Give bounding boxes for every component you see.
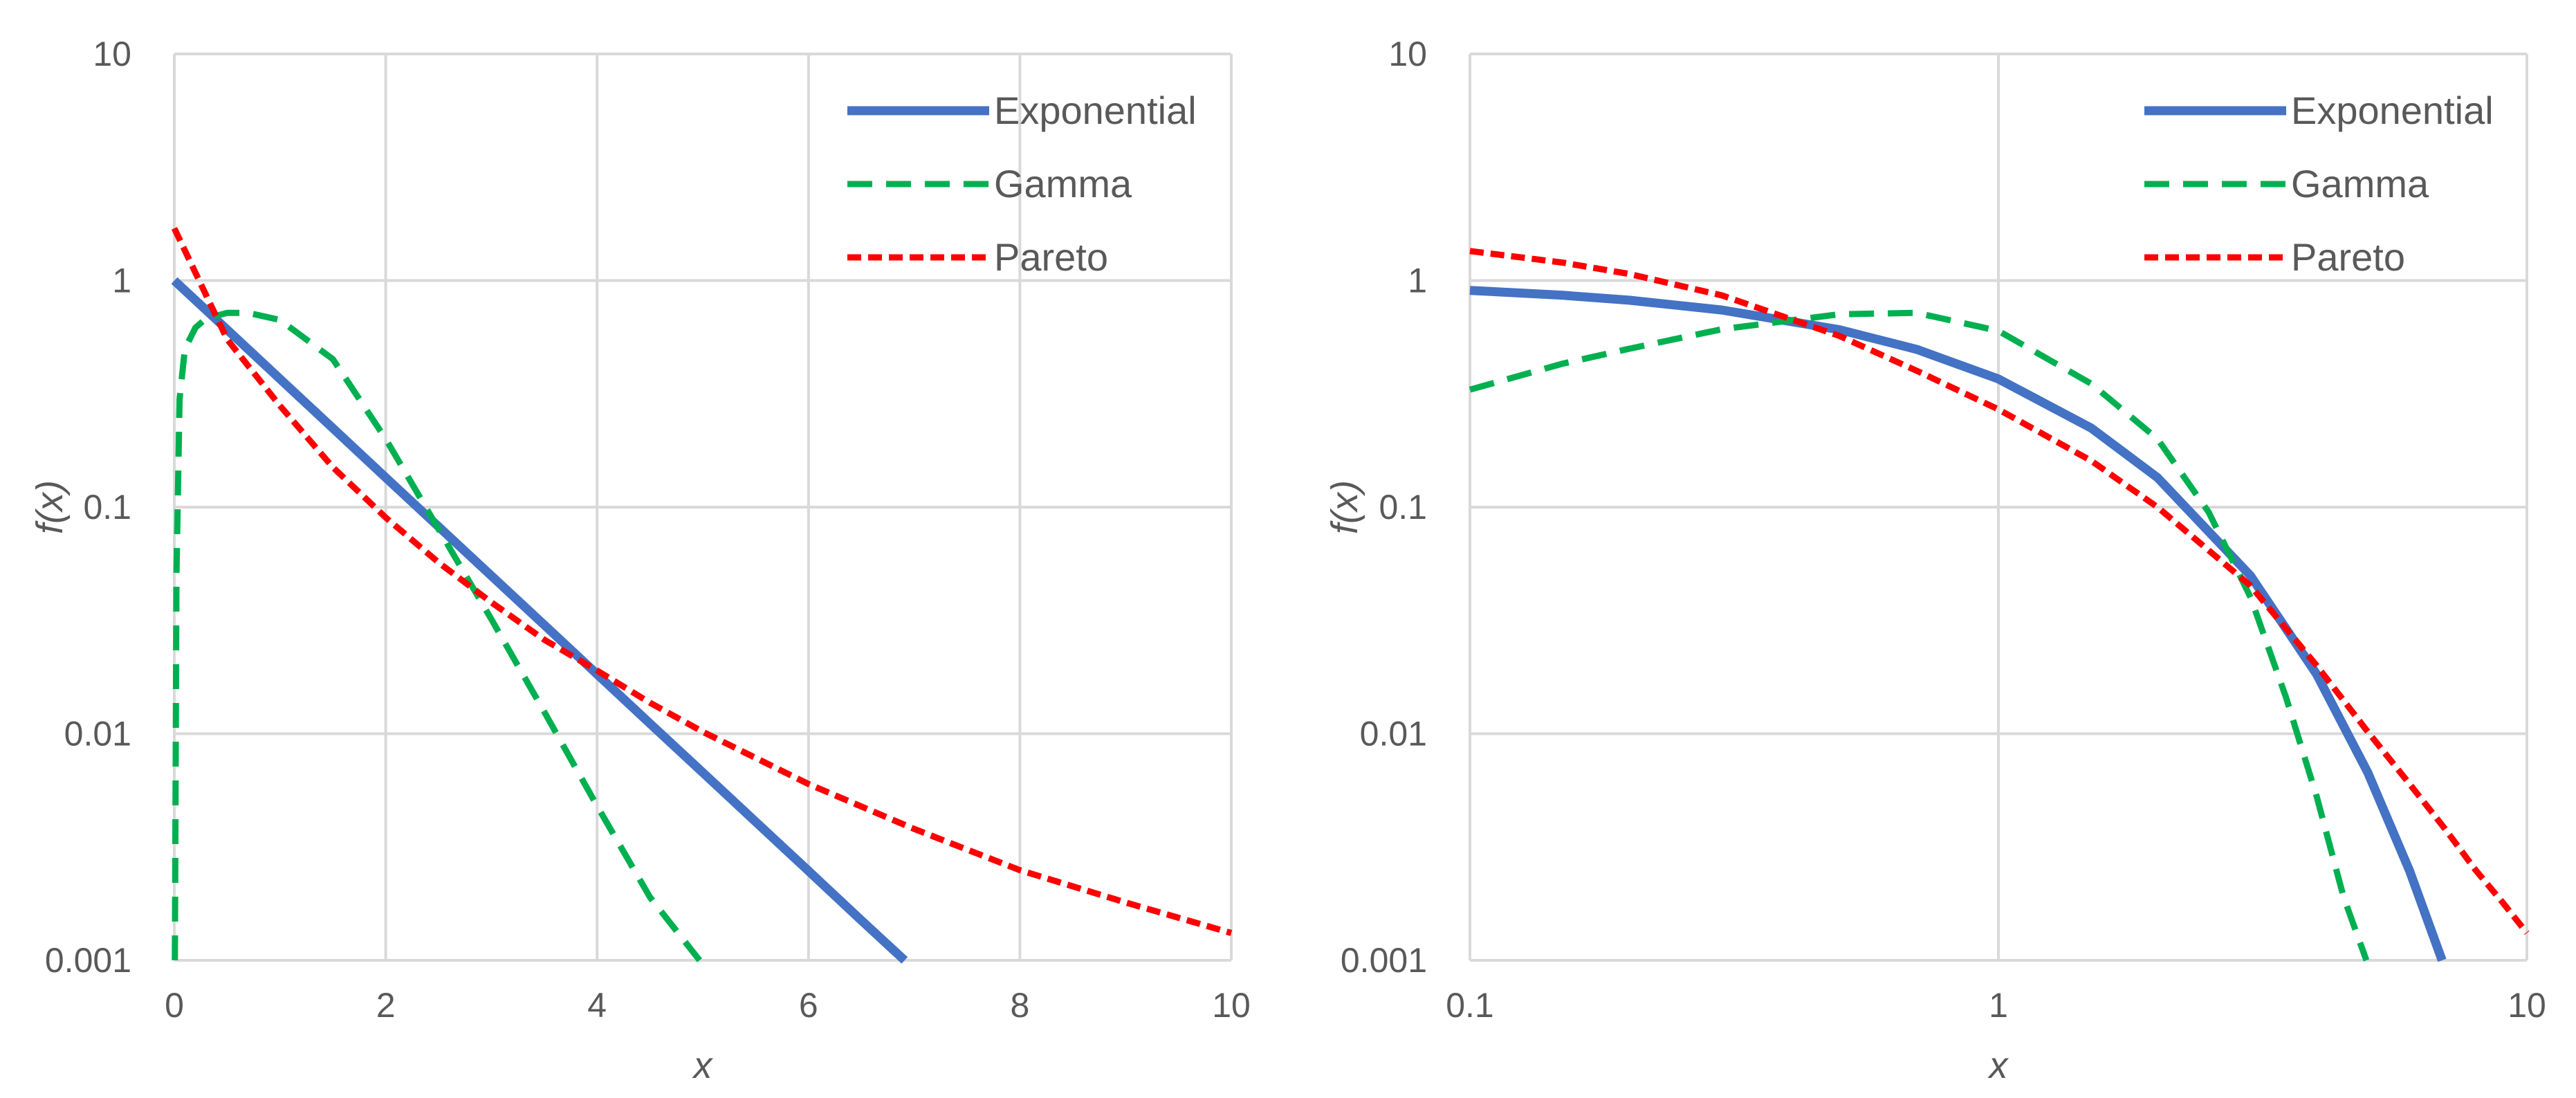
y-axis-title: f(x) <box>29 480 71 534</box>
y-tick-label: 1 <box>1408 262 1427 300</box>
left-chart-panel: 0.001 0.01 0.1 1 10 0 2 4 6 8 10 x f(x) Exponential Ga… <box>29 35 1251 1086</box>
x-tick-label: 6 <box>799 986 818 1025</box>
legend-label-gamma: Gamma <box>2291 162 2429 205</box>
legend-label-exponential: Exponential <box>994 89 1197 132</box>
legend-label-pareto: Pareto <box>994 235 1108 279</box>
legend: Exponential Gamma Pareto <box>2144 89 2494 279</box>
x-tick-label: 0 <box>165 986 184 1025</box>
y-tick-label: 0.01 <box>1360 715 1427 753</box>
series-line-gamma <box>1469 309 2370 962</box>
y-axis-title: f(x) <box>1324 480 1365 534</box>
series-line-exponential <box>171 277 908 964</box>
series-line-pareto <box>1469 248 2530 935</box>
series-line-exponential <box>1469 286 2447 962</box>
x-tick-label: 0.1 <box>1446 986 1494 1025</box>
legend: Exponential Gamma Pareto <box>847 89 1197 279</box>
y-tick-label: 1 <box>112 262 131 300</box>
y-tick-label: 0.1 <box>1379 488 1427 527</box>
y-tick-label: 0.01 <box>64 715 131 753</box>
legend-label-exponential: Exponential <box>2291 89 2494 132</box>
x-axis-title: x <box>692 1045 714 1086</box>
y-tick-label: 0.001 <box>45 941 131 980</box>
legend-label-gamma: Gamma <box>994 162 1132 205</box>
x-tick-label: 10 <box>2508 986 2546 1025</box>
x-tick-label: 2 <box>376 986 396 1025</box>
y-tick-label: 10 <box>93 35 131 73</box>
x-tick-label: 4 <box>587 986 607 1025</box>
right-chart-panel: 0.001 0.01 0.1 1 10 0.1 1 10 x f(x) Exponential Gam… <box>1324 35 2546 1086</box>
x-axis-title: x <box>1987 1045 2009 1086</box>
x-tick-label: 10 <box>1212 986 1251 1025</box>
x-tick-label: 1 <box>1989 986 2008 1025</box>
x-tick-label: 8 <box>1010 986 1029 1025</box>
legend-label-pareto: Pareto <box>2291 235 2405 279</box>
y-tick-label: 0.001 <box>1341 941 1427 980</box>
y-tick-label: 10 <box>1388 35 1427 73</box>
y-tick-label: 0.1 <box>83 488 131 527</box>
series-line-pareto <box>171 227 1233 936</box>
series-line-gamma <box>172 309 702 962</box>
